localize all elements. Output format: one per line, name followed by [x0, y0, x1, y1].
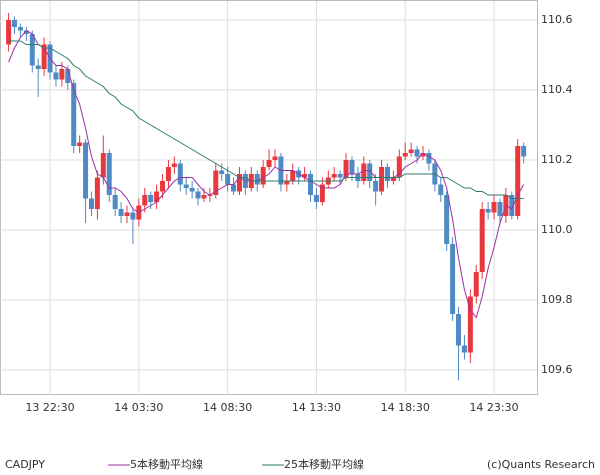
- candle-body: [171, 163, 177, 167]
- candle-body: [290, 170, 296, 181]
- candle-body: [337, 174, 343, 178]
- candle-body: [124, 212, 130, 216]
- candle-body: [302, 174, 308, 178]
- candle-body: [515, 146, 521, 216]
- candle-body: [65, 69, 71, 83]
- x-tick-label: 14 08:30: [203, 401, 252, 414]
- candle-body: [177, 163, 183, 185]
- candle-body: [313, 195, 319, 202]
- x-tick-label: 14 13:30: [292, 401, 341, 414]
- candle-body: [29, 34, 35, 66]
- candle-body: [77, 142, 83, 146]
- candle-body: [361, 163, 367, 181]
- candle-body: [390, 177, 396, 181]
- candle-body: [521, 146, 527, 157]
- candle-body: [225, 174, 231, 185]
- candle-body: [343, 160, 349, 178]
- candle-body: [367, 163, 373, 181]
- candle-body: [467, 296, 473, 353]
- x-tick-label: 13 22:30: [25, 401, 74, 414]
- y-tick-label: 110.4: [541, 83, 573, 96]
- candle-body: [414, 149, 420, 157]
- legend-label: 5本移動平均線: [130, 457, 203, 471]
- candle-body: [379, 167, 385, 192]
- candle-body: [160, 181, 166, 192]
- candle-body: [260, 167, 266, 185]
- candle-body: [23, 30, 29, 34]
- candle-body: [219, 170, 225, 174]
- x-tick-label: 14 03:30: [114, 401, 163, 414]
- candle-body: [35, 65, 41, 69]
- candle-body: [266, 160, 272, 167]
- candle-body: [254, 174, 260, 185]
- candle-body: [130, 212, 136, 220]
- y-tick-label: 109.6: [541, 363, 573, 376]
- candle-body: [402, 153, 408, 157]
- moving-average-line: [8, 29, 525, 319]
- candle-body: [456, 314, 462, 346]
- candle-body: [12, 20, 18, 27]
- candle-body: [479, 209, 485, 272]
- candle-body: [426, 153, 432, 164]
- candle-body: [195, 191, 201, 199]
- candle-body: [88, 198, 94, 209]
- x-tick-label: 14 18:30: [381, 401, 430, 414]
- candle-body: [106, 153, 112, 195]
- x-tick-label: 14 23:30: [469, 401, 518, 414]
- candle-body: [53, 72, 59, 80]
- candle-body: [165, 167, 171, 181]
- candle-body: [349, 160, 355, 174]
- y-tick-label: 110.6: [541, 13, 573, 26]
- candle-body: [450, 244, 456, 314]
- candle-body: [154, 191, 160, 202]
- candle-body: [509, 195, 515, 216]
- candle-body: [189, 188, 195, 192]
- candle-body: [384, 167, 390, 181]
- candle-body: [148, 195, 154, 202]
- candle-body: [497, 202, 503, 216]
- candle-body: [284, 181, 290, 185]
- candle-body: [438, 184, 444, 195]
- candle-body: [17, 27, 23, 31]
- candle-body: [461, 345, 467, 353]
- candle-body: [396, 156, 402, 178]
- candle-body: [236, 174, 242, 192]
- legend-label: 25本移動平均線: [284, 457, 364, 471]
- copyright: (c)Quants Research: [487, 458, 595, 471]
- moving-average-line: [8, 40, 524, 199]
- candle-body: [331, 174, 337, 178]
- candle-body: [213, 170, 219, 195]
- candle-body: [100, 153, 106, 178]
- candle-body: [118, 209, 124, 216]
- plot-frame: [0, 0, 538, 395]
- candle-body: [183, 184, 189, 188]
- candle-body: [112, 195, 118, 209]
- y-tick-label: 110.0: [541, 223, 573, 236]
- candle-body: [41, 44, 47, 69]
- candle-body: [485, 209, 491, 213]
- candle-body: [319, 184, 325, 202]
- y-tick-label: 109.8: [541, 293, 573, 306]
- candle-body: [420, 153, 426, 157]
- candle-body: [491, 202, 497, 213]
- candle-body: [201, 195, 207, 199]
- candle-body: [231, 184, 237, 192]
- candle-body: [408, 149, 414, 153]
- y-tick-label: 110.2: [541, 153, 573, 166]
- candle-body: [6, 20, 12, 45]
- candle-body: [59, 69, 65, 80]
- candle-body: [142, 195, 148, 206]
- candle-body: [71, 83, 77, 146]
- candle-body: [94, 177, 100, 209]
- candle-body: [373, 181, 379, 192]
- candle-body: [272, 156, 278, 160]
- candle-body: [308, 174, 314, 195]
- symbol: CADJPY: [5, 458, 45, 471]
- candle-body: [444, 195, 450, 244]
- candle-body: [473, 272, 479, 297]
- candle-body: [83, 142, 89, 199]
